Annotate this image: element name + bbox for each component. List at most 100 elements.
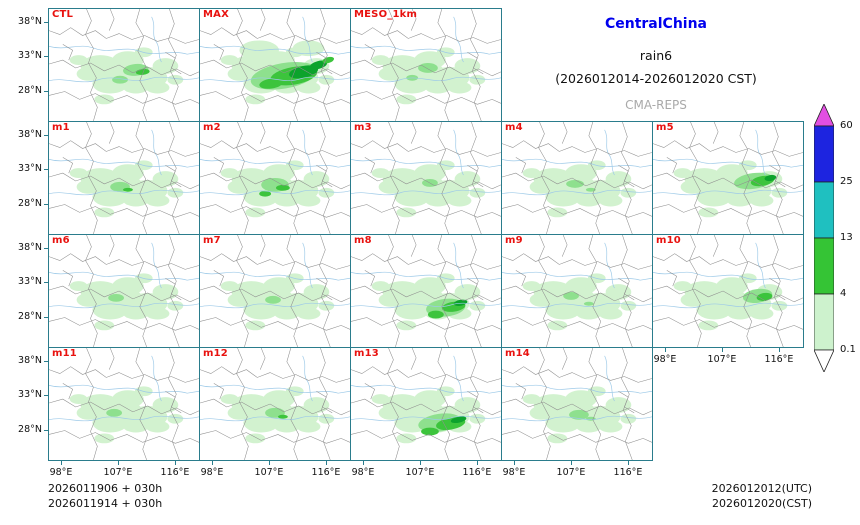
panel-label: m9 — [505, 235, 523, 246]
province-border — [200, 27, 350, 44]
province-border — [561, 122, 568, 144]
province-border — [49, 253, 199, 270]
province-border — [259, 122, 266, 144]
panel-label: m6 — [52, 235, 70, 246]
province-border — [62, 270, 74, 287]
river-line — [200, 384, 350, 394]
map-panel-m8: m8 — [350, 234, 502, 348]
province-border — [213, 44, 225, 61]
map-panel-m6: m6 — [48, 234, 200, 348]
province-border — [49, 285, 199, 303]
river-line — [200, 76, 350, 83]
river-line — [653, 158, 803, 168]
colorbar: 60 25 13 4 0.1 — [813, 103, 860, 373]
y-tick-mark — [44, 317, 48, 318]
init-time-block: 2026011906 + 030h 2026011914 + 030h — [48, 482, 162, 511]
panel-label: MESO_1km — [354, 9, 418, 20]
province-border — [200, 91, 350, 105]
province-border — [538, 235, 551, 347]
map-panel-MAX: MAX — [199, 8, 351, 122]
river-line — [49, 271, 199, 281]
river-line — [653, 302, 803, 309]
map-canvas — [49, 348, 199, 460]
y-axis-label: 28°N — [18, 198, 42, 209]
province-border — [85, 122, 98, 234]
panel-label: m3 — [354, 122, 372, 133]
province-border — [200, 430, 350, 444]
x-axis-label: 116°E — [764, 354, 794, 365]
map-panel-CTL: CTL — [48, 8, 200, 122]
province-border — [49, 140, 199, 157]
province-border — [165, 51, 182, 75]
x-axis-label: 98°E — [49, 467, 73, 478]
valid-time-cst: 2026012020(CST) — [712, 496, 812, 510]
province-border — [351, 430, 501, 444]
y-tick-mark — [44, 56, 48, 57]
valid-time-block: 2026012012(UTC) 2026012020(CST) — [712, 482, 812, 511]
river-line — [502, 158, 652, 168]
province-border — [351, 398, 501, 416]
y-axis-label: 33°N — [18, 50, 42, 61]
province-border — [538, 122, 551, 234]
map-panel-m14: m14 — [501, 347, 653, 461]
province-border — [712, 235, 719, 257]
river-line — [502, 271, 652, 281]
river-line — [351, 384, 501, 394]
river-line — [755, 242, 766, 289]
model-title: CMA-REPS — [625, 98, 687, 112]
y-axis-label: 38°N — [18, 242, 42, 253]
map-canvas — [502, 122, 652, 234]
x-axis-label: 98°E — [502, 467, 526, 478]
province-border — [200, 140, 350, 157]
province-border — [316, 164, 333, 188]
x-tick-mark — [420, 461, 421, 465]
province-border — [165, 164, 182, 188]
province-border — [49, 59, 199, 77]
province-border — [49, 430, 199, 444]
province-border — [515, 270, 527, 287]
province-border — [689, 122, 702, 234]
region-title: CentralChina — [604, 16, 708, 32]
x-axis-label: 116°E — [311, 467, 341, 478]
x-axis-label: 107°E — [405, 467, 435, 478]
river-line — [653, 271, 803, 281]
province-border — [213, 383, 225, 400]
province-border — [387, 348, 400, 460]
init-time-2: 2026011914 + 030h — [48, 496, 163, 510]
province-border — [259, 235, 266, 257]
y-tick-mark — [44, 395, 48, 396]
river-line — [151, 129, 162, 176]
x-tick-mark — [326, 461, 327, 465]
province-border — [467, 277, 484, 301]
province-border — [135, 235, 148, 347]
province-border — [467, 164, 484, 188]
panel-label: m10 — [656, 235, 681, 246]
panel-label: m7 — [203, 235, 221, 246]
map-panel-m7: m7 — [199, 234, 351, 348]
y-axis-label: 38°N — [18, 129, 42, 140]
province-border — [561, 235, 568, 257]
province-border — [259, 9, 266, 31]
river-line — [151, 16, 162, 63]
river-line — [49, 415, 199, 422]
province-border — [49, 317, 199, 331]
colorbar-segment — [813, 125, 835, 183]
province-border — [316, 51, 333, 75]
panel-label: m5 — [656, 122, 674, 133]
province-border — [351, 140, 501, 157]
river-line — [200, 415, 350, 422]
province-border — [108, 9, 115, 31]
province-border — [467, 390, 484, 414]
province-border — [588, 235, 601, 347]
map-canvas — [502, 235, 652, 347]
colorbar-label: 4 — [840, 288, 847, 299]
panel-label: m13 — [354, 348, 379, 359]
province-border — [769, 164, 786, 188]
province-border — [653, 140, 803, 157]
y-axis-label: 38°N — [18, 355, 42, 366]
x-tick-mark — [118, 461, 119, 465]
province-border — [85, 9, 98, 121]
panel-label: CTL — [52, 9, 74, 20]
province-border — [410, 348, 417, 370]
province-border — [653, 285, 803, 303]
